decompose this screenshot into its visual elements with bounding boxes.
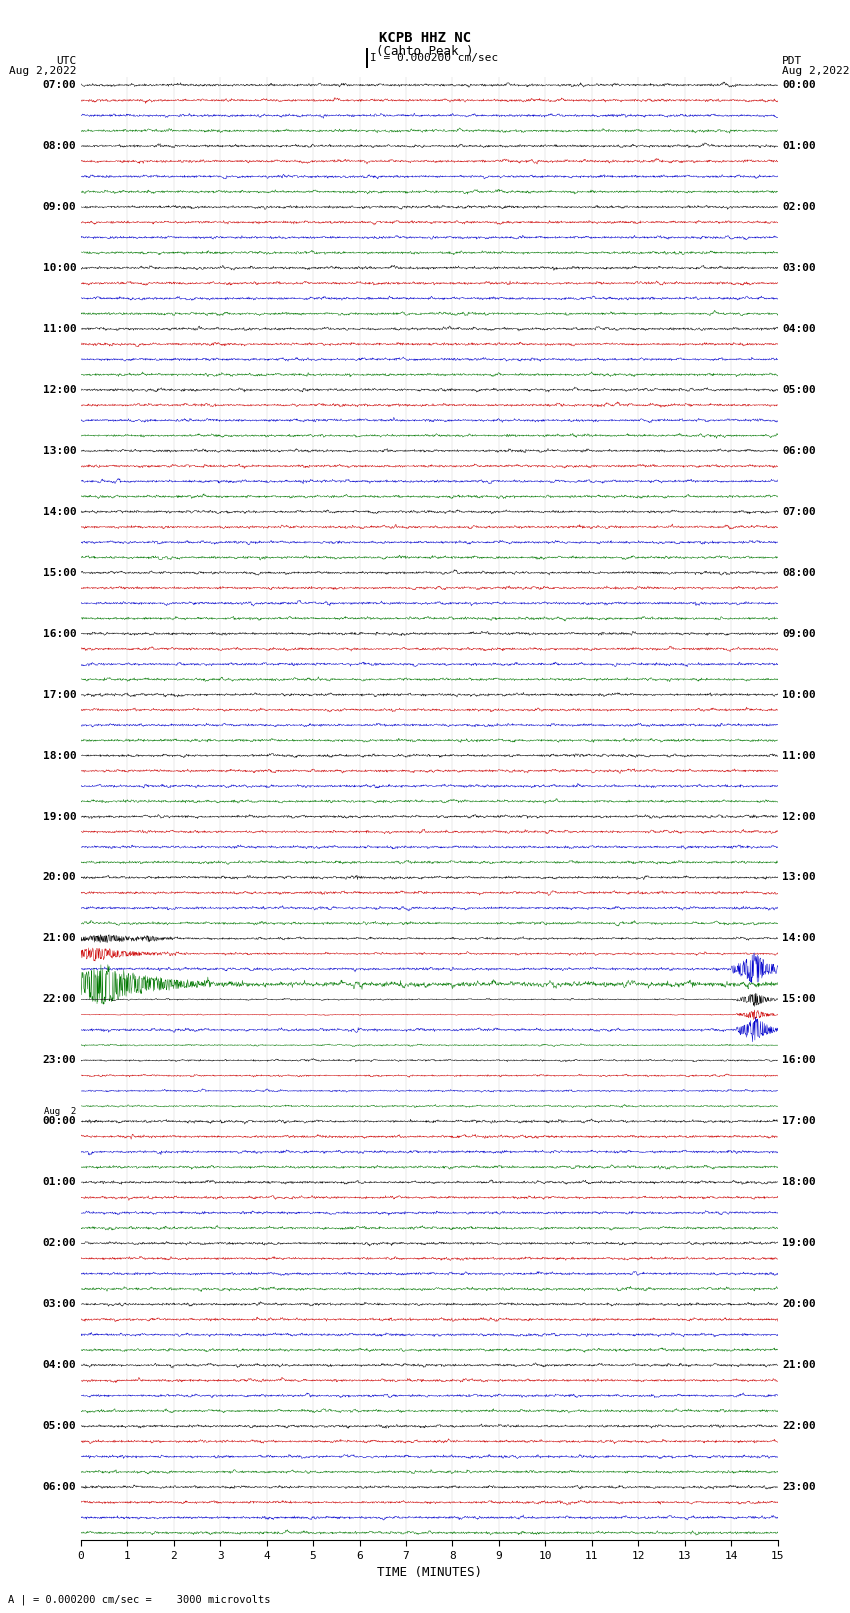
Text: 00:00: 00:00 (42, 1116, 76, 1126)
Text: 20:00: 20:00 (42, 873, 76, 882)
Text: 18:00: 18:00 (42, 750, 76, 761)
Text: 13:00: 13:00 (782, 873, 816, 882)
Text: 19:00: 19:00 (782, 1239, 816, 1248)
Text: 11:00: 11:00 (782, 750, 816, 761)
Text: 10:00: 10:00 (782, 690, 816, 700)
Text: 01:00: 01:00 (782, 140, 816, 152)
Text: 23:00: 23:00 (42, 1055, 76, 1065)
Text: 17:00: 17:00 (782, 1116, 816, 1126)
Text: 09:00: 09:00 (42, 202, 76, 211)
Text: 21:00: 21:00 (782, 1360, 816, 1369)
Text: Aug 2,2022: Aug 2,2022 (9, 66, 76, 76)
Text: UTC: UTC (56, 56, 76, 66)
Text: 20:00: 20:00 (782, 1298, 816, 1310)
Text: 12:00: 12:00 (782, 811, 816, 821)
Text: 05:00: 05:00 (782, 386, 816, 395)
Text: 02:00: 02:00 (782, 202, 816, 211)
Text: 04:00: 04:00 (782, 324, 816, 334)
Text: 17:00: 17:00 (42, 690, 76, 700)
Text: 05:00: 05:00 (42, 1421, 76, 1431)
Text: 15:00: 15:00 (42, 568, 76, 577)
Text: 02:00: 02:00 (42, 1239, 76, 1248)
Text: 15:00: 15:00 (782, 994, 816, 1005)
Text: 14:00: 14:00 (782, 934, 816, 944)
Text: Aug  2: Aug 2 (44, 1107, 76, 1116)
Text: 07:00: 07:00 (42, 81, 76, 90)
Text: 19:00: 19:00 (42, 811, 76, 821)
Text: PDT: PDT (782, 56, 802, 66)
Text: 16:00: 16:00 (42, 629, 76, 639)
Text: 08:00: 08:00 (782, 568, 816, 577)
Text: I = 0.000200 cm/sec: I = 0.000200 cm/sec (370, 53, 498, 63)
X-axis label: TIME (MINUTES): TIME (MINUTES) (377, 1566, 482, 1579)
Text: 18:00: 18:00 (782, 1177, 816, 1187)
Text: 16:00: 16:00 (782, 1055, 816, 1065)
Text: 12:00: 12:00 (42, 386, 76, 395)
Text: 03:00: 03:00 (782, 263, 816, 273)
Text: 03:00: 03:00 (42, 1298, 76, 1310)
Text: (Cahto Peak ): (Cahto Peak ) (377, 45, 473, 58)
Text: A | = 0.000200 cm/sec =    3000 microvolts: A | = 0.000200 cm/sec = 3000 microvolts (8, 1594, 271, 1605)
Text: 13:00: 13:00 (42, 445, 76, 456)
Text: 21:00: 21:00 (42, 934, 76, 944)
Text: 01:00: 01:00 (42, 1177, 76, 1187)
Text: 10:00: 10:00 (42, 263, 76, 273)
Text: 11:00: 11:00 (42, 324, 76, 334)
Text: 06:00: 06:00 (782, 445, 816, 456)
Text: 23:00: 23:00 (782, 1482, 816, 1492)
Text: 06:00: 06:00 (42, 1482, 76, 1492)
Text: 22:00: 22:00 (782, 1421, 816, 1431)
Text: 00:00: 00:00 (782, 81, 816, 90)
Text: 22:00: 22:00 (42, 994, 76, 1005)
Text: 09:00: 09:00 (782, 629, 816, 639)
Text: 07:00: 07:00 (782, 506, 816, 516)
Text: KCPB HHZ NC: KCPB HHZ NC (379, 31, 471, 45)
Text: 08:00: 08:00 (42, 140, 76, 152)
Text: Aug 2,2022: Aug 2,2022 (782, 66, 849, 76)
Text: 14:00: 14:00 (42, 506, 76, 516)
Text: 04:00: 04:00 (42, 1360, 76, 1369)
